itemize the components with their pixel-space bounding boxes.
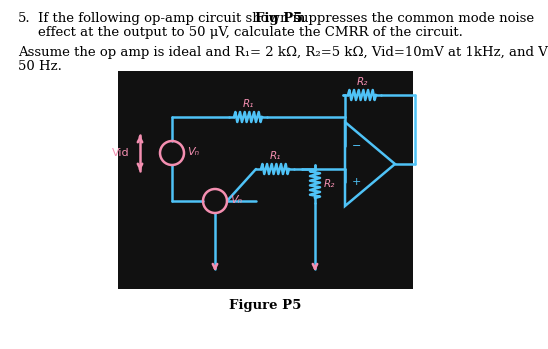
Bar — [118, 71, 413, 289]
Text: Assume the op amp is ideal and R₁= 2 kΩ, R₂=5 kΩ, Vid=10mV at 1kHz, and Vₙ=2 mV : Assume the op amp is ideal and R₁= 2 kΩ,… — [18, 46, 548, 59]
Text: Vid: Vid — [112, 148, 130, 158]
Text: R₁: R₁ — [242, 99, 254, 109]
Text: If the following op-amp circuit shown in: If the following op-amp circuit shown in — [38, 12, 310, 25]
Text: +: + — [352, 177, 361, 187]
Text: 5.: 5. — [18, 12, 31, 25]
Text: effect at the output to 50 μV, calculate the CMRR of the circuit.: effect at the output to 50 μV, calculate… — [38, 26, 463, 39]
Text: Figure P5: Figure P5 — [229, 299, 301, 312]
Text: Vₙ: Vₙ — [230, 195, 242, 205]
Text: −: − — [352, 141, 361, 151]
Text: R₁: R₁ — [269, 151, 281, 161]
Text: suppresses the common mode noise: suppresses the common mode noise — [289, 12, 534, 25]
Text: 50 Hz.: 50 Hz. — [18, 60, 62, 73]
Text: R₂: R₂ — [324, 179, 335, 189]
Text: Fig P5: Fig P5 — [255, 12, 303, 25]
Text: Vₙ: Vₙ — [187, 147, 199, 157]
Text: R₂: R₂ — [356, 77, 368, 87]
